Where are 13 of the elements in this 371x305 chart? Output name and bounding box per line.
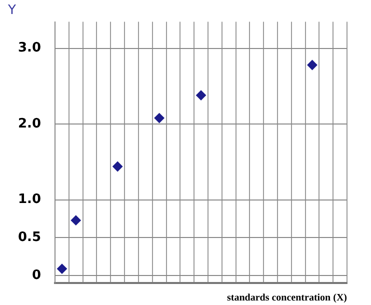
- point: [70, 215, 81, 226]
- y-tick-label: 2.0: [18, 116, 42, 132]
- y-tick-label: 1.0: [18, 192, 42, 208]
- point: [196, 90, 206, 100]
- point: [154, 113, 164, 124]
- point: [56, 264, 67, 274]
- point: [307, 60, 318, 70]
- y-tick-label: 0.5: [18, 230, 42, 246]
- x-axis-title: standards concentration (X): [227, 292, 347, 304]
- y-tick-label: 0: [32, 268, 42, 283]
- point: [112, 162, 123, 172]
- y-axis-title: Y: [7, 2, 16, 18]
- y-tick-label: 3.0: [18, 40, 42, 56]
